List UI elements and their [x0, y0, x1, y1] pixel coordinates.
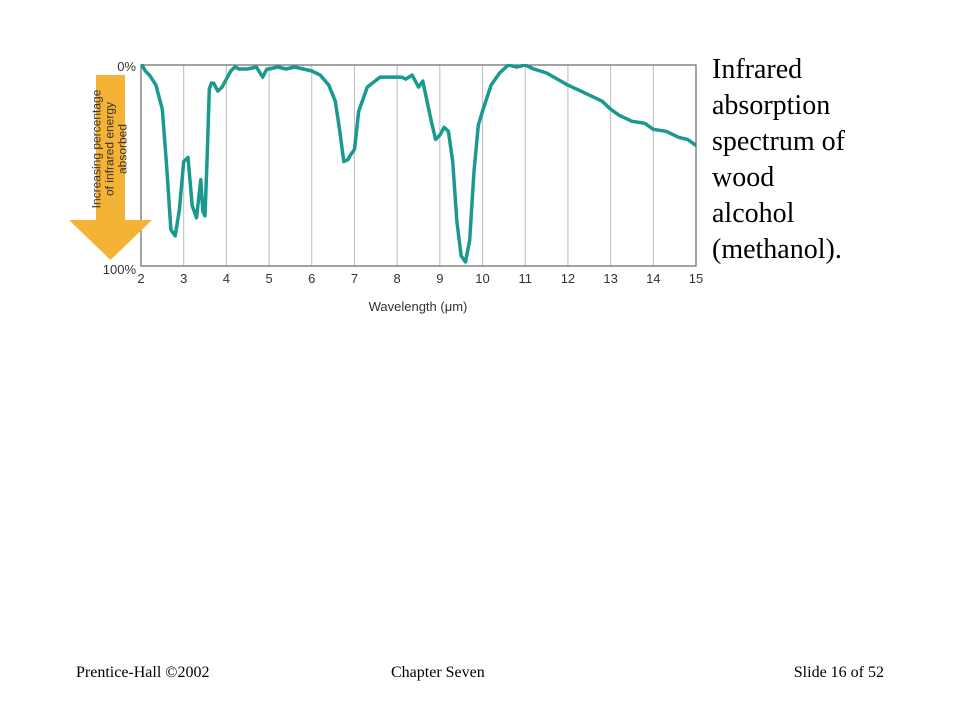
arrow-label-line-1: Increasing percentage: [90, 89, 104, 208]
grid-lines: [183, 65, 654, 266]
x-tick-label: 12: [561, 271, 575, 286]
x-tick-label: 2: [137, 271, 144, 286]
absorption-arrow: Increasing percentage of infrared energy…: [69, 75, 152, 260]
x-axis-label: Wavelength (μm): [369, 299, 468, 314]
slide-caption: Infrared absorption spectrum of wood alc…: [712, 52, 952, 268]
arrow-label-line-3: absorbed: [116, 124, 130, 174]
caption-line-6: (methanol).: [712, 234, 842, 265]
x-tick-label: 7: [351, 271, 358, 286]
caption-line-5: alcohol: [712, 198, 795, 229]
x-tick-label: 13: [603, 271, 617, 286]
series-line-methanol: [141, 64, 696, 264]
y-tick-label-top: 0%: [117, 59, 136, 74]
caption-line-2: absorption: [712, 90, 831, 121]
caption-line-3: spectrum of: [712, 126, 845, 157]
plot-frame: [140, 64, 697, 267]
x-tick-label: 3: [180, 271, 187, 286]
x-tick-label: 9: [436, 271, 443, 286]
x-tick-label: 4: [223, 271, 230, 286]
x-tick-label: 11: [518, 271, 532, 286]
x-tick-label: 15: [689, 271, 703, 286]
x-tick-label: 5: [265, 271, 272, 286]
x-tick-label: 10: [475, 271, 489, 286]
down-arrow-icon: [69, 75, 152, 260]
caption-line-1: Infrared: [712, 54, 803, 85]
x-tick-labels: 2 3 4 5 6 7 8 9 10 11 12 13 14 15: [137, 271, 703, 286]
footer-publisher: Prentice-Hall ©2002: [76, 664, 210, 681]
x-tick-label: 14: [646, 271, 660, 286]
footer-slide-number: Slide 16 of 52: [793, 664, 884, 681]
footer-chapter: Chapter Seven: [391, 664, 485, 681]
ir-spectrum-chart: Increasing percentage of infrared energy…: [69, 59, 703, 314]
caption-line-4: wood: [712, 162, 775, 193]
x-tick-label: 6: [308, 271, 315, 286]
x-tick-label: 8: [394, 271, 401, 286]
y-tick-label-bottom: 100%: [103, 262, 137, 277]
arrow-label-line-2: of infrared energy: [103, 102, 117, 196]
